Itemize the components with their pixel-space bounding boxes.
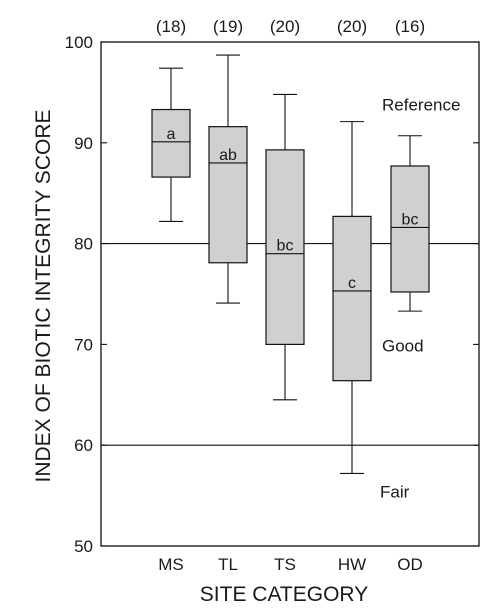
box-ms xyxy=(151,108,191,178)
y-axis-title: INDEX OF BIOTIC INTEGRITY SCORE xyxy=(32,110,55,483)
y-tick-label: 60 xyxy=(74,436,93,455)
sample-size-label: (16) xyxy=(395,17,425,36)
box-od xyxy=(390,165,430,293)
zone-label-good: Good xyxy=(382,336,424,355)
group-letter-label: bc xyxy=(402,211,419,228)
box-hw xyxy=(332,215,372,382)
x-axis-title: SITE CATEGORY xyxy=(200,583,368,606)
zone-label-reference: Reference xyxy=(382,96,460,115)
category-label: HW xyxy=(338,555,366,574)
y-tick-label: 70 xyxy=(74,335,93,354)
category-label: TL xyxy=(218,555,238,574)
plot-frame xyxy=(100,41,480,547)
sample-size-label: (18) xyxy=(156,17,186,36)
group-letter-label: a xyxy=(167,126,176,143)
zone-label-fair: Fair xyxy=(380,483,410,502)
plot-area: 50 60 70 80 90 100 a MS (18) ab TL (19) bc TS (20) c HW (… xyxy=(65,17,480,574)
group-letter-label: ab xyxy=(219,147,237,164)
category-label: TS xyxy=(274,555,296,574)
y-tick-label: 80 xyxy=(74,235,93,254)
group-letter-label: bc xyxy=(277,238,294,255)
category-label: OD xyxy=(397,555,423,574)
box-ts xyxy=(265,149,305,346)
sample-size-label: (19) xyxy=(213,17,243,36)
y-tick-label: 90 xyxy=(74,134,93,153)
sample-size-label: (20) xyxy=(270,17,300,36)
box-tl xyxy=(208,126,248,264)
category-label: MS xyxy=(158,555,184,574)
y-tick-label: 50 xyxy=(74,537,93,556)
sample-size-label: (20) xyxy=(337,17,367,36)
group-letter-label: c xyxy=(348,275,356,292)
y-tick-label: 100 xyxy=(65,33,93,52)
